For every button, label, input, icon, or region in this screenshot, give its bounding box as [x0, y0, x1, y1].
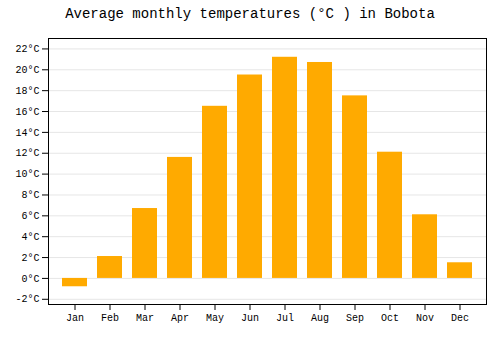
svg-text:2°C: 2°C	[21, 253, 39, 264]
svg-text:Aug: Aug	[311, 313, 329, 324]
svg-text:14°C: 14°C	[15, 128, 39, 139]
svg-text:20°C: 20°C	[15, 65, 39, 76]
svg-text:6°C: 6°C	[21, 211, 39, 222]
svg-text:18°C: 18°C	[15, 86, 39, 97]
svg-text:Jun: Jun	[241, 313, 259, 324]
svg-text:10°C: 10°C	[15, 169, 39, 180]
svg-text:22°C: 22°C	[15, 44, 39, 55]
svg-text:May: May	[206, 313, 224, 324]
svg-text:Dec: Dec	[451, 313, 469, 324]
svg-text:Mar: Mar	[136, 313, 154, 324]
svg-text:0°C: 0°C	[21, 274, 39, 285]
svg-text:Apr: Apr	[171, 313, 189, 324]
svg-text:Jul: Jul	[276, 313, 294, 324]
html-text:Average monthly temperatures (: Average monthly temperatures (°C ) in Bo…	[65, 6, 435, 22]
svg-text:8°C: 8°C	[21, 190, 39, 201]
svg-text:12°C: 12°C	[15, 148, 39, 159]
svg-text:Sep: Sep	[346, 313, 364, 324]
svg-text:Feb: Feb	[101, 313, 119, 324]
svg-text:16°C: 16°C	[15, 107, 39, 118]
svg-text:Oct: Oct	[381, 313, 399, 324]
svg-text:Nov: Nov	[416, 313, 434, 324]
svg-text:-2°C: -2°C	[15, 294, 39, 305]
svg-text:Jan: Jan	[66, 313, 84, 324]
svg-text:4°C: 4°C	[21, 232, 39, 243]
